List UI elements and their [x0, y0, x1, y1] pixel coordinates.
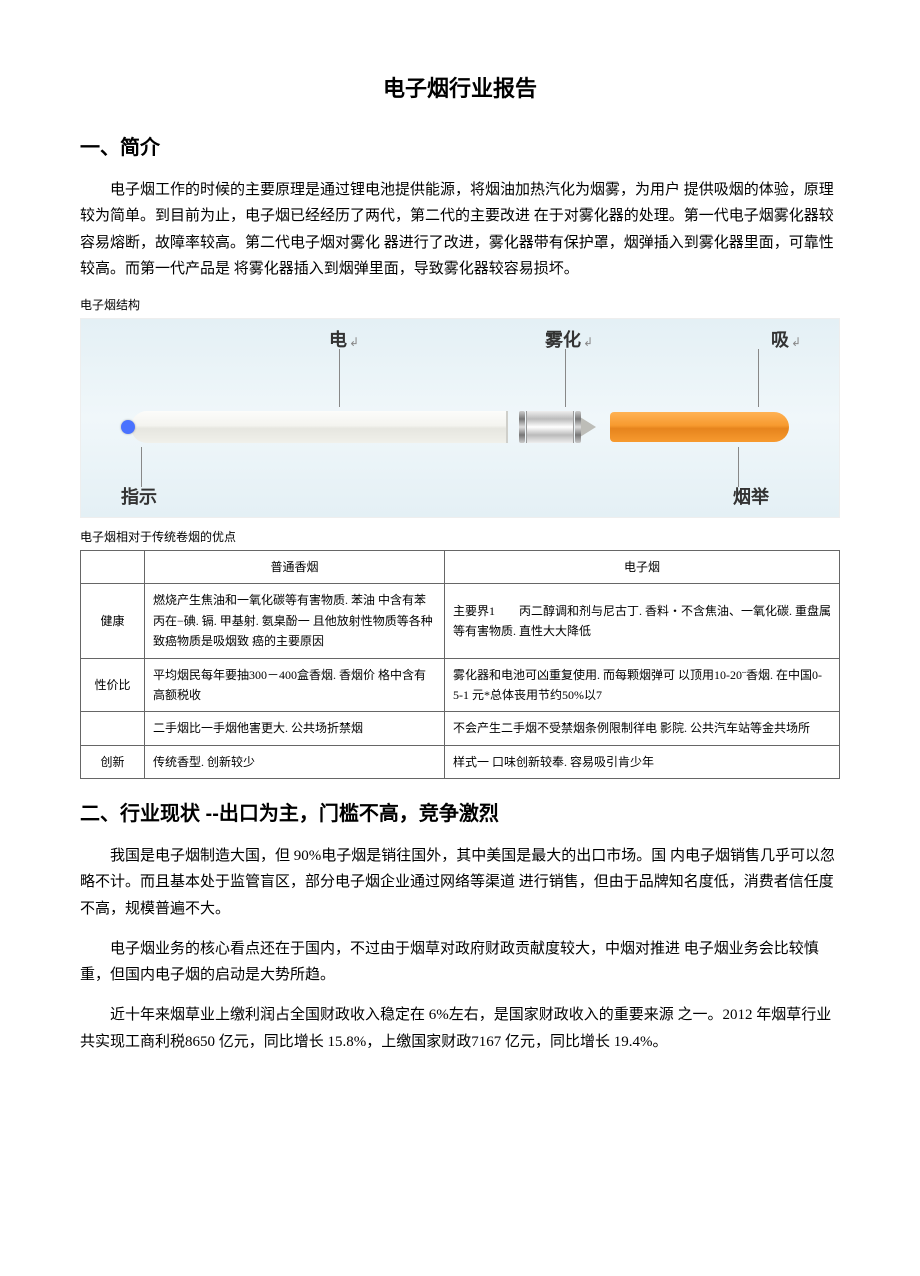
diagram-label-top-3: 吸↲: [771, 327, 801, 354]
ecig-structure-diagram: 电↲ 雾化↲ 吸↲ 指示 烟举: [80, 318, 840, 518]
diagram-leader-line: [738, 447, 739, 487]
table-cell: 二手烟比一手烟他害更大. 公共场折禁烟: [145, 712, 445, 745]
return-icon: ↲: [349, 335, 359, 349]
table-cell: 样式一 口味创新较奉. 容易吸引肯少年: [445, 745, 840, 778]
table-row: 二手烟比一手烟他害更大. 公共场折禁烟 不会产生二手烟不受禁烟条例限制徉电 影院…: [81, 712, 840, 745]
page-title: 电子烟行业报告: [80, 72, 840, 105]
diagram-label-bottom-1: 指示: [121, 484, 157, 511]
table-row-header: 性价比: [81, 658, 145, 712]
ecig-atomizer: [526, 411, 574, 443]
return-icon: ↲: [583, 335, 593, 349]
ecig-nozzle: [580, 417, 596, 437]
diagram-leader-line: [339, 349, 340, 407]
diagram-leader-line: [565, 349, 566, 407]
table-cell: 传统香型. 创新较少: [145, 745, 445, 778]
table-row: 创新 传统香型. 创新较少 样式一 口味创新较奉. 容易吸引肯少年: [81, 745, 840, 778]
comparison-table: 普通香烟 电子烟 健康 燃烧产生焦油和一氧化碳等有害物质. 苯油 中含有苯丙在−…: [80, 550, 840, 779]
diagram-label-bottom-2: 烟举: [733, 484, 769, 511]
table-row-header: [81, 712, 145, 745]
section-1-paragraph: 电子烟工作的时候的主要原理是通过锂电池提供能源，将烟油加热汽化为烟雾，为用户 提…: [80, 177, 840, 282]
table-cell: 燃烧产生焦油和一氧化碳等有害物质. 苯油 中含有苯丙在−碘. 镉. 甲基射. 氨…: [145, 584, 445, 658]
table-cell: 雾化器和电池可凶重复使用. 而每颗烟弹可 以顶用10-20¨香烟. 在中国0-5…: [445, 658, 840, 712]
table-row-header: 健康: [81, 584, 145, 658]
diagram-leader-line: [758, 349, 759, 407]
table-header-row: 普通香烟 电子烟: [81, 551, 840, 584]
ecig-led-tip: [121, 420, 135, 434]
diagram-leader-line: [141, 447, 142, 487]
section-2-paragraph-2: 电子烟业务的核心看点还在于国内，不过由于烟草对政府财政贡献度较大，中烟对推进 电…: [80, 936, 840, 989]
table-header-cell: 电子烟: [445, 551, 840, 584]
ecig-cartridge: [610, 412, 789, 442]
table-cell: 不会产生二手烟不受禁烟条例限制徉电 影院. 公共汽车站等金共场所: [445, 712, 840, 745]
table-row-header: 创新: [81, 745, 145, 778]
diagram-label-top-2: 雾化↲: [545, 327, 593, 354]
section-2-paragraph-1: 我国是电子烟制造大国，但 90%电子烟是销往国外，其中美国是最大的出口市场。国 …: [80, 843, 840, 922]
table-caption: 电子烟相对于传统卷烟的优点: [80, 528, 840, 546]
diagram-caption: 电子烟结构: [80, 296, 840, 314]
ecig-battery-body: [131, 411, 508, 443]
section-1-heading: 一、简介: [80, 133, 840, 163]
return-icon: ↲: [791, 335, 801, 349]
diagram-label-top-1: 电↲: [329, 327, 359, 354]
table-row: 健康 燃烧产生焦油和一氧化碳等有害物质. 苯油 中含有苯丙在−碘. 镉. 甲基射…: [81, 584, 840, 658]
table-row: 性价比 平均烟民每年要抽300－400盒香烟. 香烟价 格中含有高额税收 雾化器…: [81, 658, 840, 712]
section-2-heading: 二、行业现状 --出口为主，门槛不高，竞争激烈: [80, 799, 840, 829]
table-header-cell: [81, 551, 145, 584]
table-header-cell: 普通香烟: [145, 551, 445, 584]
ecig-illustration: [121, 407, 789, 447]
section-2-paragraph-3: 近十年来烟草业上缴利润占全国财政收入稳定在 6%左右，是国家财政收入的重要来源 …: [80, 1002, 840, 1055]
table-cell: 主要界1 丙二醇调和剂与尼古丁. 香料・不含焦油、一氧化碳. 重盘属等有害物质.…: [445, 584, 840, 658]
table-cell: 平均烟民每年要抽300－400盒香烟. 香烟价 格中含有高额税收: [145, 658, 445, 712]
